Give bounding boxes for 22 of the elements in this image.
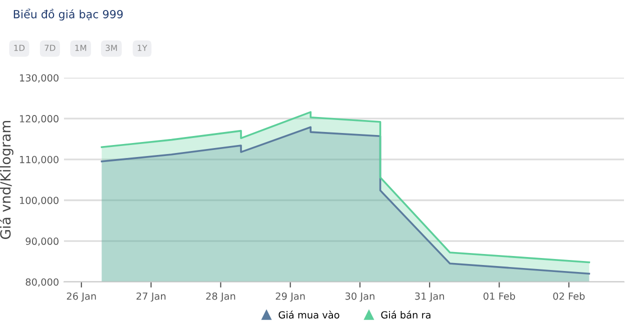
text: 1Y: [138, 44, 148, 51]
y-tick-label: 120,000: [20, 115, 58, 124]
text: 1D: [14, 44, 25, 51]
x-tick-label: 28 Jan: [206, 292, 236, 302]
x-tick-label: 31 Jan: [415, 292, 444, 302]
legend-label: Giá mua vào: [278, 310, 340, 319]
y-tick-label: 130,000: [20, 74, 58, 83]
x-tick-label: 30 Jan: [345, 292, 374, 302]
legend-label: Giá bán ra: [381, 310, 430, 319]
chart-title: Biểu đồ giá bạc 999: [14, 8, 123, 21]
x-tick-label: 26 Jan: [66, 292, 96, 302]
y-tick-label: 90,000: [26, 238, 58, 246]
text: 1M: [75, 44, 86, 51]
x-tick-label: 02 Feb: [553, 292, 585, 300]
x-tick-label: 29 Jan: [276, 292, 305, 302]
y-tick-label: 110,000: [20, 156, 58, 164]
y-tick-label: 100,000: [20, 196, 58, 206]
x-tick-label: 01 Feb: [484, 292, 516, 300]
text: 7D: [44, 44, 56, 51]
y-tick-label: 80,000: [26, 278, 58, 287]
x-tick-label: 27 Jan: [136, 292, 166, 302]
text: 3M: [106, 44, 117, 52]
